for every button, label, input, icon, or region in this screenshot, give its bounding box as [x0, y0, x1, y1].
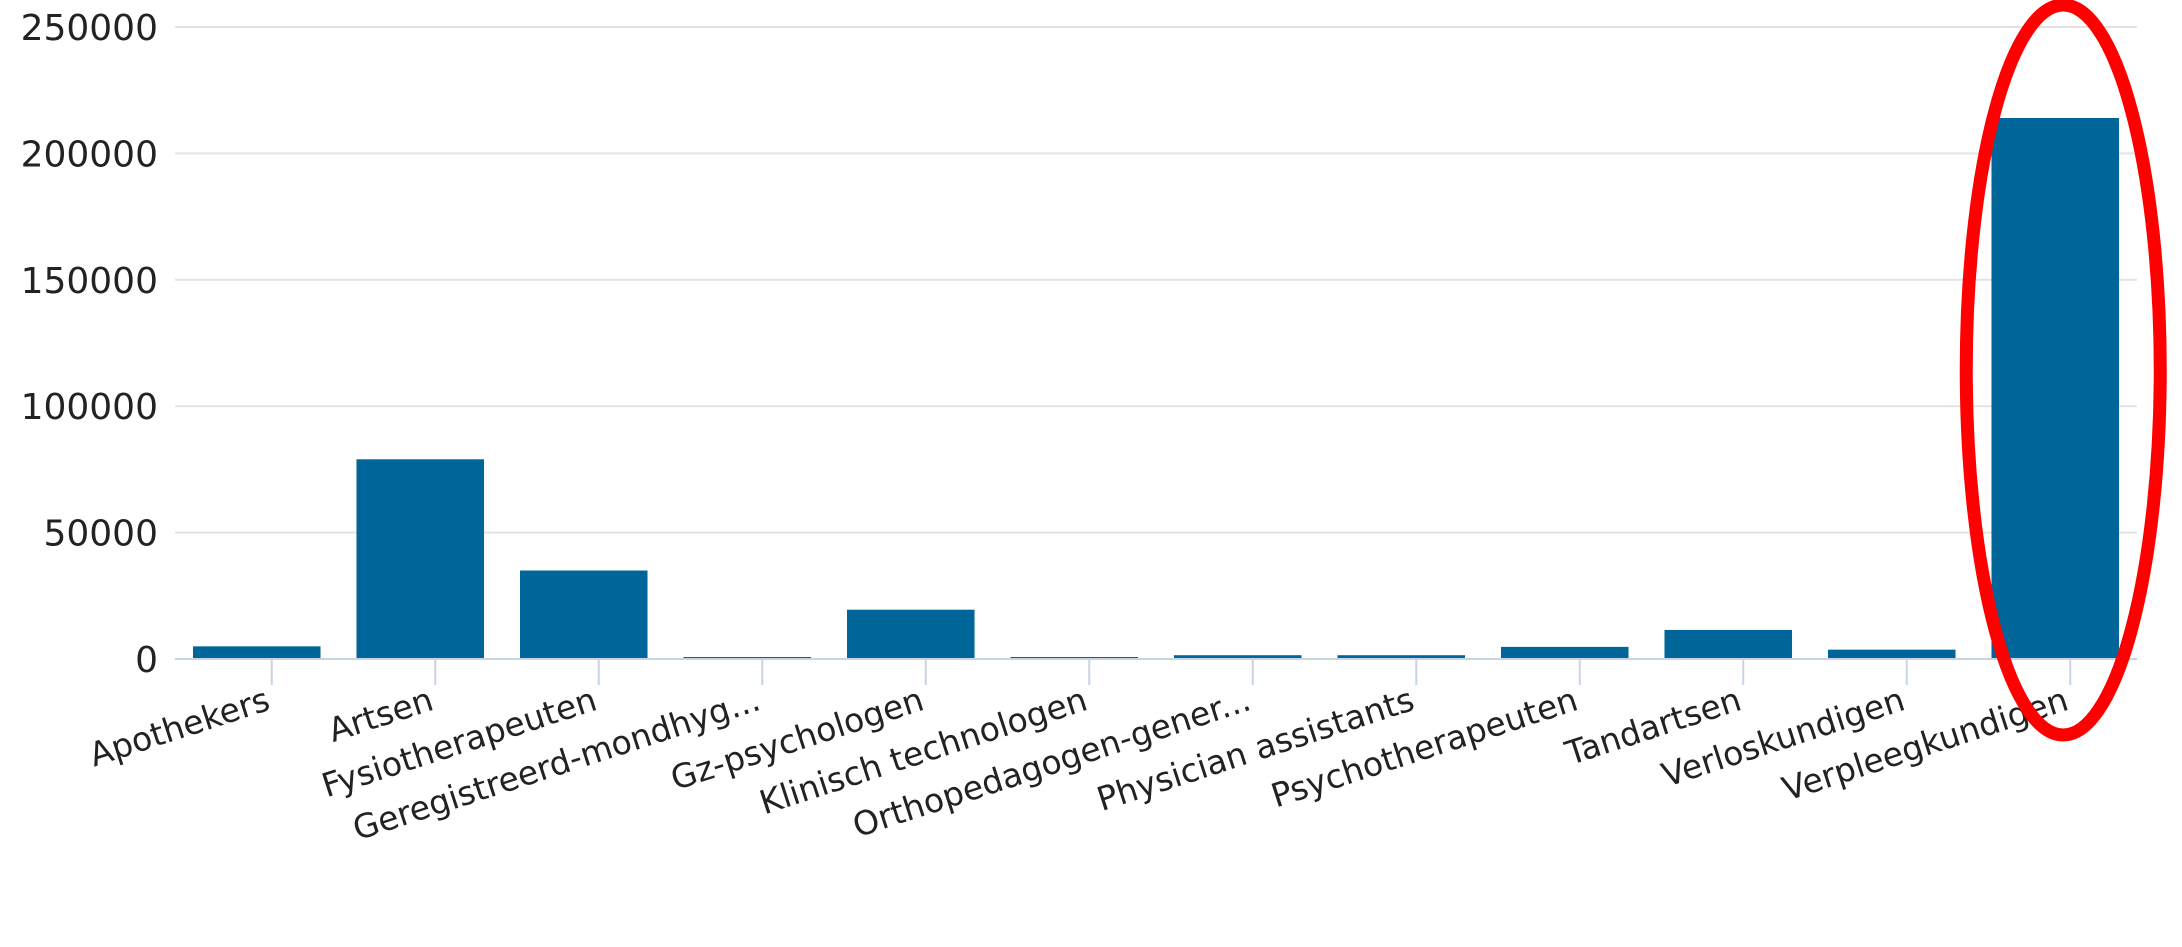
- bar: [1337, 655, 1466, 659]
- bar: [1991, 118, 2120, 660]
- y-tick-label: 100000: [21, 387, 158, 428]
- y-axis: 0 50000 100000 150000 200000 250000: [21, 8, 158, 681]
- bar: [192, 646, 321, 659]
- x-tick-label: Apothekers: [84, 680, 274, 775]
- bar: [519, 570, 648, 659]
- bar: [846, 609, 975, 659]
- y-tick-label: 50000: [43, 514, 158, 555]
- y-tick-label: 150000: [21, 261, 158, 302]
- x-tick-labels: Apothekers ArtsenFysiotherapeutenGeregist…: [84, 680, 2072, 849]
- y-tick-label: 250000: [21, 8, 158, 49]
- highlight-annotation: [1959, 0, 2167, 742]
- bar: [1827, 649, 1956, 659]
- bar: [1664, 629, 1793, 659]
- y-tick-label: 0: [135, 640, 158, 681]
- x-axis: [175, 658, 2137, 685]
- bar: [356, 459, 485, 659]
- bar: [1500, 646, 1629, 659]
- grid-layer: [175, 26, 2137, 534]
- bars: [192, 118, 2120, 660]
- highlight-ellipse: [1959, 0, 2167, 742]
- y-tick-label: 200000: [21, 134, 158, 175]
- bar: [1173, 655, 1302, 659]
